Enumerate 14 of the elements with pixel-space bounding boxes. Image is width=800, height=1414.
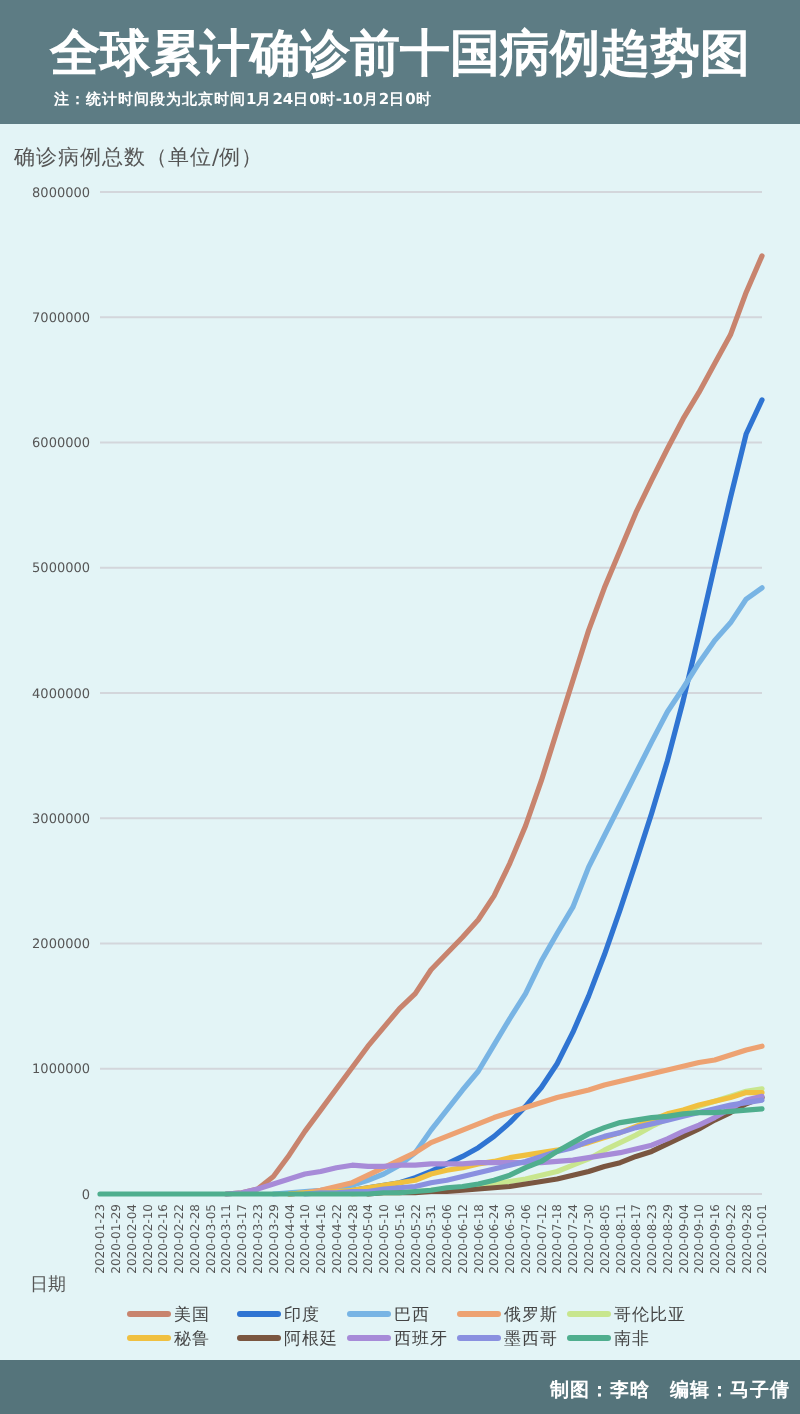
legend-label: 南非	[614, 1328, 650, 1350]
annotation: 制图：李晗 编辑：马子倩	[550, 1380, 790, 1402]
legend-label: 印度	[284, 1304, 320, 1326]
legend-label: 墨西哥	[504, 1328, 558, 1350]
ylabel: 确诊病例总数（单位/例）	[14, 146, 264, 170]
legend-label: 哥伦比亚	[614, 1304, 686, 1326]
xlabel: 日期	[30, 1276, 66, 1296]
legend-label: 美国	[174, 1304, 210, 1326]
legend-label: 巴西	[394, 1306, 430, 1326]
legend-label: 阿根廷	[284, 1328, 338, 1350]
legend-label: 秘鲁	[174, 1328, 210, 1350]
title: 全球累计确诊前十国病例趋势图	[50, 24, 750, 82]
legend-label: 西班牙	[394, 1328, 448, 1350]
legend-label: 俄罗斯	[504, 1304, 558, 1326]
